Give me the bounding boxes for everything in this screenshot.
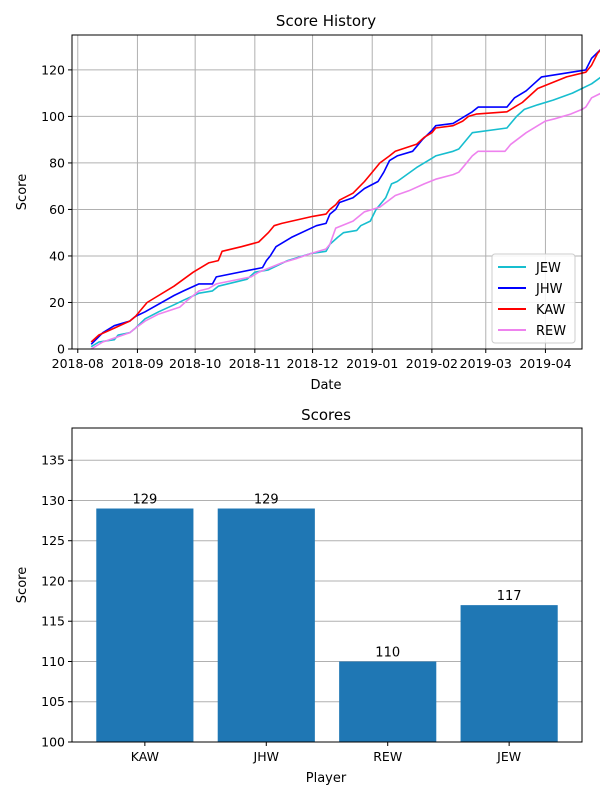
history-x-tick-label: 2018-09: [111, 356, 163, 371]
history-y-axis-label: Score: [15, 174, 30, 210]
history-x-tick-label: 2019-02: [406, 356, 458, 371]
scores-y-axis-label: Score: [15, 567, 30, 603]
history-y-tick-label: 0: [57, 342, 65, 357]
scores-bars: 129 129 110 117: [96, 493, 558, 742]
history-y-tick-label: 60: [49, 202, 65, 217]
legend-label-kaw: KAW: [536, 303, 565, 318]
scores-y-tick-label: 100: [41, 735, 65, 750]
history-y-tick-label: 40: [49, 248, 65, 263]
bar-value-label-kaw: 129: [132, 493, 157, 508]
history-ticks: 2018-08 2018-09 2018-10 2018-11 2018-12 2019-…: [41, 62, 571, 371]
history-plot-frame: [71, 34, 583, 350]
scores-y-tick-label: 105: [41, 694, 65, 709]
history-x-tick-label: 2019-03: [460, 356, 512, 371]
scores-y-tick-label: 125: [41, 533, 65, 548]
scores-bar-chart: Scores 129 129 110 117 100 105 110 115 120 125 13…: [15, 406, 583, 786]
series-line-jhw: [90, 49, 600, 345]
history-x-tick-label: 2019-04: [519, 356, 571, 371]
scores-plot-frame: [71, 427, 583, 743]
series-line-jew: [90, 76, 600, 348]
bar-value-label-jhw: 129: [254, 493, 279, 508]
bar-kaw: [96, 508, 194, 742]
scores-y-tick-label: 115: [41, 614, 65, 629]
scores-x-tick-label: JEW: [496, 749, 521, 764]
legend-label-jew: JEW: [535, 261, 561, 276]
scores-y-tick-label: 110: [41, 654, 65, 669]
history-y-tick-label: 80: [49, 155, 65, 170]
bar-value-label-jew: 117: [497, 589, 522, 604]
legend-label-jhw: JHW: [535, 282, 563, 297]
history-x-axis-label: Date: [310, 378, 341, 393]
scores-x-tick-label: REW: [373, 749, 402, 764]
history-x-tick-label: 2019-01: [346, 356, 398, 371]
bar-jhw: [217, 508, 315, 742]
history-x-tick-label: 2018-08: [52, 356, 104, 371]
history-y-tick-label: 120: [41, 62, 65, 77]
scores-x-axis-label: Player: [306, 771, 347, 786]
bar-rew: [339, 661, 437, 742]
scores-y-tick-label: 130: [41, 493, 65, 508]
history-title: Score History: [276, 12, 376, 30]
scores-x-tick-label: KAW: [131, 749, 159, 764]
scores-x-tick-label: JHW: [253, 749, 279, 764]
series-line-kaw: [90, 49, 600, 343]
series-line-rew: [90, 92, 600, 350]
bar-jew: [460, 605, 558, 742]
scores-y-tick-label: 120: [41, 573, 65, 588]
history-lines: [90, 49, 600, 350]
scores-y-tick-label: 135: [41, 453, 65, 468]
history-legend-box: [491, 253, 576, 344]
history-y-tick-label: 20: [49, 295, 65, 310]
scores-ticks: 100 105 110 115 120 125 130 135 KAW JHW REW JEW: [41, 453, 521, 764]
score-history-chart: Score History 2018-08 2018-09 2018-10 2018-…: [15, 12, 600, 393]
history-legend: JEW JHW KAW REW: [491, 253, 576, 344]
legend-label-rew: REW: [536, 324, 566, 339]
bar-value-label-rew: 110: [375, 645, 400, 660]
history-x-tick-label: 2018-12: [286, 356, 338, 371]
history-x-tick-label: 2018-10: [169, 356, 221, 371]
scores-title: Scores: [301, 406, 351, 424]
history-x-tick-label: 2018-11: [229, 356, 281, 371]
history-y-tick-label: 100: [41, 109, 65, 124]
